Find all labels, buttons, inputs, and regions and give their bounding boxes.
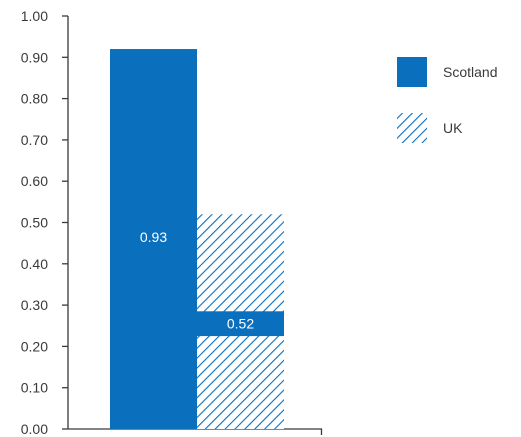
legend-swatch-uk [397, 113, 427, 143]
y-tick-label: 1.00 [21, 8, 48, 24]
legend-label-uk: UK [443, 120, 463, 136]
y-tick-label: 0.60 [21, 173, 48, 189]
data-label-background-uk [197, 311, 284, 337]
data-label-scotland: 0.93 [140, 229, 167, 245]
legend: Scotland UK [397, 57, 497, 143]
y-tick-label: 0.90 [21, 49, 48, 65]
y-tick-label: 0.70 [21, 132, 48, 148]
y-tick-label: 0.40 [21, 256, 48, 272]
legend-label-scotland: Scotland [443, 64, 497, 80]
y-tick-label: 0.30 [21, 297, 48, 313]
y-tick-label: 0.20 [21, 338, 48, 354]
bars: 0.93 0.52 [110, 49, 284, 429]
data-label-uk: 0.52 [227, 316, 254, 332]
bar-scotland [110, 49, 197, 429]
y-axis-ticks: 0.00 0.10 0.20 0.30 0.40 0.50 0.60 0.70 0.80 0.90… [21, 8, 68, 437]
y-tick-label: 0.80 [21, 91, 48, 107]
x-axis [68, 428, 323, 435]
y-tick-label: 0.00 [21, 421, 48, 437]
y-axis: 0.00 0.10 0.20 0.30 0.40 0.50 0.60 0.70 0.80 0.90… [21, 8, 69, 437]
y-tick-label: 0.10 [21, 380, 48, 396]
legend-swatch-scotland [397, 57, 427, 87]
y-tick-label: 0.50 [21, 215, 48, 231]
